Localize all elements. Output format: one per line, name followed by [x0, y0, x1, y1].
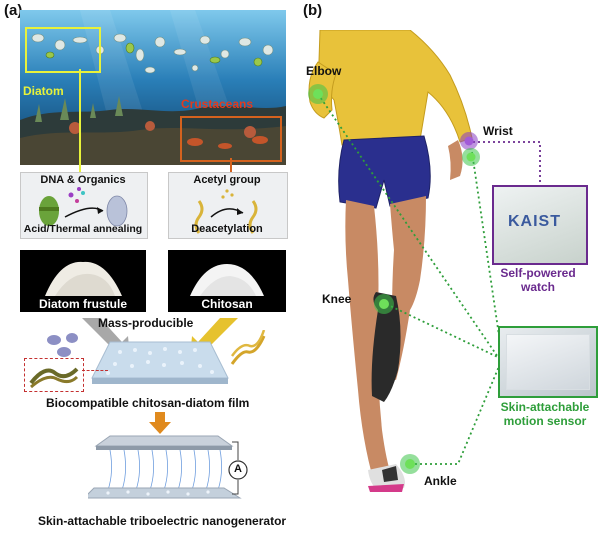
chitosan-image	[168, 250, 286, 312]
crustaceans-connector	[230, 158, 232, 172]
self-powered-watch-image: KAIST	[492, 185, 588, 265]
panel-b-letter: (b)	[303, 2, 323, 19]
frustule-powder	[45, 261, 122, 296]
elbow-label: Elbow	[306, 64, 342, 78]
chitosan-process-illustration	[194, 189, 258, 234]
crustaceans-highlight-box	[180, 116, 282, 162]
runner-figure	[308, 30, 473, 492]
chitosan-process-box	[168, 172, 288, 239]
motion-sensor-image	[498, 326, 598, 398]
wrist-purple-dot	[460, 132, 478, 150]
diatom-connector	[79, 69, 81, 173]
acid-thermal-label: Acid/Thermal annealing	[23, 223, 143, 235]
sensor-connection-lines	[317, 93, 541, 465]
diatom-label: Diatom	[23, 84, 64, 98]
deacetylation-label: Deacetylation	[191, 223, 263, 235]
film-inset	[24, 358, 84, 392]
watch-caption-line2: watch	[520, 280, 555, 294]
diatom-frustule-image	[20, 250, 146, 312]
ammeter-symbol: A	[234, 463, 242, 475]
mass-producible-label: Mass-producible	[98, 316, 194, 330]
diatom-frustule-label: Diatom frustule	[38, 297, 127, 311]
acetyl-group-label: Acetyl group	[193, 174, 261, 186]
wrist-sensor-dot	[462, 148, 480, 166]
watch-caption-line1: Self-powered	[500, 266, 576, 280]
teng-device	[88, 435, 248, 499]
dna-organics-label: DNA & Organics	[40, 174, 126, 186]
diatom-process-box	[20, 172, 148, 239]
film-label: Biocompatible chitosan-diatom film	[46, 396, 250, 410]
diatom-process-illustration	[39, 187, 128, 227]
sensor-film-surface	[506, 334, 590, 390]
chitosan-diatom-film	[91, 341, 229, 384]
ankle-sensor-dot	[400, 454, 420, 474]
inset-illustration	[29, 367, 79, 389]
crustaceans-label: Crustaceans	[181, 97, 254, 111]
chitosan-powder	[190, 264, 264, 296]
elbow-sensor-dot	[308, 84, 328, 104]
frustule-particles	[47, 333, 78, 357]
knee-label: Knee	[322, 292, 352, 306]
diatom-highlight-box	[25, 27, 101, 73]
ankle-label: Ankle	[424, 474, 457, 488]
inset-pointer	[82, 370, 108, 372]
panel-a-letter: (a)	[4, 2, 23, 19]
knee-sensor-dot	[374, 294, 394, 314]
down-arrow	[149, 412, 171, 434]
chitosan-label: Chitosan	[201, 297, 253, 311]
watch-brand-text: KAIST	[508, 213, 561, 230]
sensor-caption-line1: Skin-attachable	[500, 400, 590, 414]
teng-label: Skin-attachable triboelectric nanogenera…	[38, 514, 287, 528]
chitosan-fibers	[230, 330, 266, 365]
wrist-label: Wrist	[483, 124, 513, 138]
sensor-caption-line2: motion sensor	[503, 414, 587, 428]
